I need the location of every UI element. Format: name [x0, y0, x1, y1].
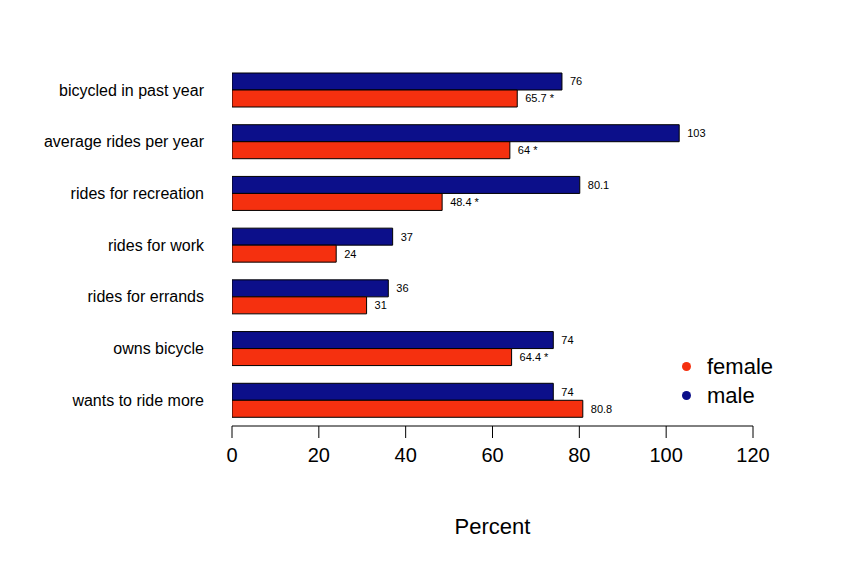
svg-text:64.4 *: 64.4 *	[520, 351, 549, 363]
html-text:female: female	[707, 353, 773, 379]
svg-text:20: 20	[308, 444, 330, 466]
svg-text:rides for work: rides for work	[108, 237, 205, 254]
svg-text:rides for recreation: rides for recreation	[71, 185, 204, 202]
html-text:male: male	[707, 382, 755, 408]
svg-text:40: 40	[395, 444, 417, 466]
svg-text:48.4 *: 48.4 *	[450, 196, 479, 208]
svg-text:74: 74	[561, 334, 573, 346]
svg-text:76: 76	[570, 75, 582, 87]
svg-text:100: 100	[649, 444, 682, 466]
svg-text:37: 37	[401, 231, 413, 243]
svg-text:wants to ride more: wants to ride more	[71, 392, 204, 409]
svg-text:31: 31	[375, 299, 387, 311]
svg-text:Percent: Percent	[455, 514, 531, 539]
svg-text:80.8: 80.8	[591, 403, 612, 415]
svg-text:80: 80	[568, 444, 590, 466]
svg-text:74: 74	[561, 386, 573, 398]
svg-text:24: 24	[344, 248, 356, 260]
svg-text:owns bicycle: owns bicycle	[113, 340, 204, 357]
svg-text:36: 36	[396, 282, 408, 294]
svg-text:60: 60	[481, 444, 503, 466]
svg-text:0: 0	[226, 444, 237, 466]
svg-text:rides for errands: rides for errands	[88, 288, 205, 305]
svg-text:64 *: 64 *	[518, 144, 538, 156]
svg-text:average rides per year: average rides per year	[44, 133, 205, 150]
svg-text:bicycled in past year: bicycled in past year	[59, 82, 205, 99]
svg-text:65.7 *: 65.7 *	[525, 92, 554, 104]
svg-text:103: 103	[687, 127, 705, 139]
svg-text:120: 120	[736, 444, 769, 466]
svg-text:80.1: 80.1	[588, 179, 609, 191]
